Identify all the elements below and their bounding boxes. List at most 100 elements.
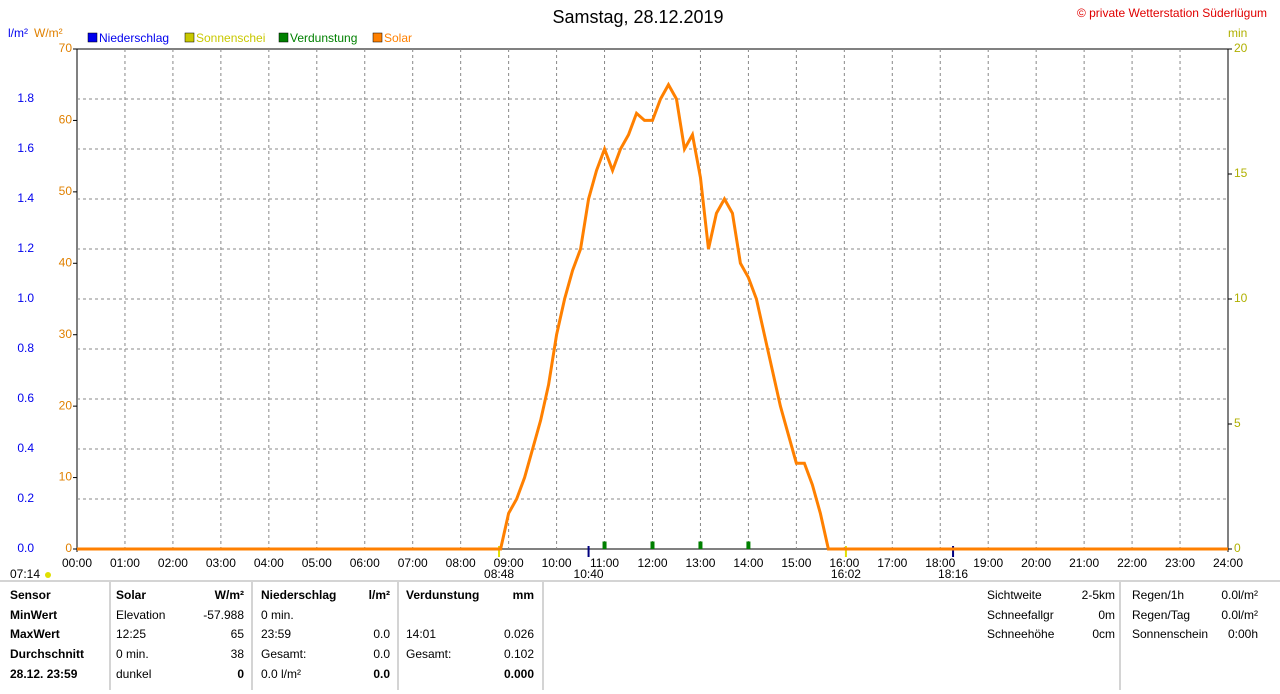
x-tick-label: 04:00 <box>254 556 284 570</box>
solar-line <box>77 81 1228 551</box>
x-tick-label: 21:00 <box>1069 556 1099 570</box>
y2-tick-label: 70 <box>59 41 73 55</box>
panel-unit: mm <box>513 588 534 602</box>
stat-value: 38 <box>231 647 245 661</box>
copyright: © private Wetterstation Süderlügum <box>1077 6 1267 20</box>
x-tick-label: 08:00 <box>446 556 476 570</box>
stat-label: 0 min. <box>261 608 294 622</box>
panel-unit: W/m² <box>215 588 244 602</box>
y2-tick-label: 60 <box>59 113 73 127</box>
stat-label: Schneehöhe <box>987 627 1055 641</box>
stat-label: 0 min. <box>116 647 149 661</box>
x-tick-label: 07:00 <box>398 556 428 570</box>
x-tick-label: 05:00 <box>302 556 332 570</box>
x-tick-label: 13:00 <box>685 556 715 570</box>
sensor-label: MinWert <box>10 608 57 622</box>
stat-label: 23:59 <box>261 627 291 641</box>
y3-tick-label: 15 <box>1234 166 1248 180</box>
y3-tick-label: 0 <box>1234 541 1241 555</box>
y3-tick-label: 10 <box>1234 291 1248 305</box>
stat-value: 0.0 <box>373 667 390 681</box>
stat-value: 0 <box>237 667 244 681</box>
legend-swatch <box>184 32 195 43</box>
stat-value: 0.0l/m² <box>1221 588 1258 602</box>
y-tick-label: 0.6 <box>17 391 34 405</box>
chart-title: Samstag, 28.12.2019 <box>552 7 723 27</box>
stat-label: 12:25 <box>116 627 146 641</box>
evaporation-bar <box>650 541 655 549</box>
y2-axis-unit: W/m² <box>34 26 63 40</box>
y3-axis-unit: min <box>1228 26 1247 40</box>
stat-value: 65 <box>231 627 245 641</box>
y2-tick-label: 40 <box>59 255 73 269</box>
sensor-label: Durchschnitt <box>10 647 84 661</box>
y2-tick-label: 30 <box>59 327 73 341</box>
y-axis-unit: l/m² <box>8 26 28 40</box>
stat-value: 0.0l/m² <box>1221 608 1258 622</box>
y2-tick-label: 20 <box>59 398 73 412</box>
x-tick-label: 22:00 <box>1117 556 1147 570</box>
panel-unit: l/m² <box>369 588 390 602</box>
legend-swatch <box>278 32 289 43</box>
stat-label: Sonnenschein <box>1132 627 1208 641</box>
evaporation-bar <box>698 541 703 549</box>
x-tick-label: 18:00 <box>925 556 955 570</box>
x-tick-label: 02:00 <box>158 556 188 570</box>
x-tick-label: 09:00 <box>494 556 524 570</box>
stat-label: Schneefallgr <box>987 608 1054 622</box>
x-tick-label: 10:00 <box>542 556 572 570</box>
sun-icon <box>45 572 51 578</box>
x-tick-label: 20:00 <box>1021 556 1051 570</box>
stat-value: 0.026 <box>504 627 534 641</box>
event-label: 10:40 <box>574 567 604 581</box>
x-tick-label: 23:00 <box>1165 556 1195 570</box>
evaporation-bar <box>602 541 607 549</box>
event-label: 16:02 <box>831 567 861 581</box>
y3-tick-label: 20 <box>1234 41 1248 55</box>
y-tick-label: 0.8 <box>17 341 34 355</box>
stat-label: Gesamt: <box>261 647 306 661</box>
y2-tick-label: 0 <box>65 541 72 555</box>
legend-label: Verdunstung <box>290 31 357 45</box>
stat-value: 2-5km <box>1082 588 1115 602</box>
stat-value: 0cm <box>1092 627 1115 641</box>
stat-label: Regen/1h <box>1132 588 1184 602</box>
panel-title: Verdunstung <box>406 588 479 602</box>
left-note: 07:14 <box>10 567 40 581</box>
x-tick-label: 15:00 <box>781 556 811 570</box>
stat-label: Gesamt: <box>406 647 451 661</box>
y-tick-label: 0.0 <box>17 541 34 555</box>
legend-label: Solar <box>384 31 412 45</box>
x-tick-label: 00:00 <box>62 556 92 570</box>
sensor-label: Sensor <box>10 588 51 602</box>
legend-label: Niederschlag <box>99 31 169 45</box>
event-label: 08:48 <box>484 567 514 581</box>
event-label: 18:16 <box>938 567 968 581</box>
stat-value: 0.102 <box>504 647 534 661</box>
x-tick-label: 06:00 <box>350 556 380 570</box>
stat-label: Elevation <box>116 608 165 622</box>
stat-label: dunkel <box>116 667 151 681</box>
legend-swatch <box>372 32 383 43</box>
legend-swatch <box>87 32 98 43</box>
stat-label: Regen/Tag <box>1132 608 1190 622</box>
x-tick-label: 03:00 <box>206 556 236 570</box>
y-tick-label: 0.2 <box>17 491 34 505</box>
sensor-label: MaxWert <box>10 627 60 641</box>
y-tick-label: 1.4 <box>17 191 34 205</box>
legend-label: Sonnenschei <box>196 31 265 45</box>
x-tick-label: 12:00 <box>637 556 667 570</box>
stat-value: 0:00h <box>1228 627 1258 641</box>
evaporation-bar <box>746 541 751 549</box>
y-tick-label: 1.8 <box>17 91 34 105</box>
x-tick-label: 11:00 <box>590 556 619 570</box>
y-tick-label: 1.6 <box>17 141 34 155</box>
panel-title: Solar <box>116 588 146 602</box>
y-tick-label: 0.4 <box>17 441 34 455</box>
y-tick-label: 1.2 <box>17 241 34 255</box>
stat-label: 0.0 l/m² <box>261 667 301 681</box>
stat-label: 14:01 <box>406 627 436 641</box>
panel-title: Niederschlag <box>261 588 336 602</box>
sensor-label: 28.12. 23:59 <box>10 667 78 681</box>
